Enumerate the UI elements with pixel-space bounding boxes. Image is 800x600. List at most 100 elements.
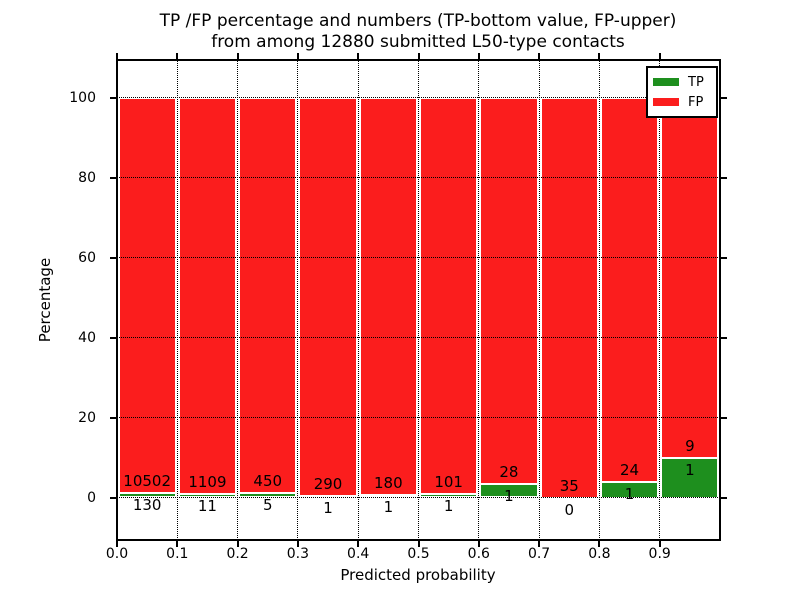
vertical-gridline — [357, 60, 359, 540]
legend-item-tp: TP — [653, 72, 711, 92]
legend-item-fp: FP — [653, 92, 711, 112]
x-tick-mark — [538, 53, 541, 60]
vertical-gridline — [478, 60, 480, 540]
bar-label-tp: 1 — [504, 486, 514, 505]
bar-label-tp: 1 — [685, 460, 695, 479]
horizontal-gridline — [117, 417, 720, 418]
x-tick-label: 0.5 — [407, 546, 430, 562]
y-tick-mark — [110, 96, 117, 99]
horizontal-gridline — [117, 97, 720, 98]
x-tick-label: 0.3 — [286, 546, 310, 562]
bar-segment-tp — [480, 483, 538, 498]
bar-segment-tp — [420, 493, 478, 498]
bar-label-tp: 11 — [197, 496, 217, 515]
chart-title: TP /FP percentage and numbers (TP-bottom… — [160, 11, 677, 53]
y-tick-label: 100 — [69, 89, 96, 106]
x-tick-label: 0.7 — [527, 546, 551, 562]
bar-label-fp: 450 — [253, 472, 283, 491]
vertical-gridline — [297, 60, 299, 540]
x-tick-mark — [477, 540, 480, 547]
bar-label-fp: 180 — [374, 474, 403, 493]
y-tick-mark — [720, 96, 727, 99]
bar-segment-fp — [661, 97, 719, 458]
x-axis-label: Predicted probability — [340, 566, 496, 584]
bar-segment-fp — [540, 97, 598, 498]
vertical-gridline — [598, 60, 600, 540]
x-tick-label: 0.9 — [648, 546, 671, 562]
x-tick-label: 0.6 — [467, 546, 490, 562]
bar-segment-fp — [178, 97, 237, 494]
vertical-gridline — [538, 60, 540, 540]
vertical-gridline — [237, 60, 239, 540]
bar-label-tp: 0 — [564, 500, 575, 519]
y-tick-mark — [720, 496, 727, 499]
x-tick-label: 0.0 — [105, 546, 129, 562]
horizontal-gridline — [117, 497, 720, 498]
x-tick-label: 0.8 — [588, 546, 611, 562]
bar-label-tp: 1 — [383, 498, 394, 517]
chart-title-line1: TP /FP percentage and numbers (TP-bottom… — [159, 11, 677, 31]
bar-segment-fp — [239, 97, 297, 494]
legend-label-tp: TP — [688, 74, 704, 90]
bar-label-fp: 35 — [559, 476, 579, 495]
y-tick-label: 20 — [78, 409, 96, 426]
bar-label-fp: 9 — [685, 436, 695, 455]
x-tick-mark — [357, 53, 360, 60]
bar-label-tp: 1 — [624, 484, 635, 503]
x-tick-mark — [236, 53, 239, 60]
bar-label-tp: 1 — [443, 496, 454, 515]
y-tick-mark — [110, 256, 117, 259]
bar-label-fp: 24 — [619, 460, 640, 479]
bar-segment-tp — [359, 495, 417, 498]
x-tick-mark — [176, 53, 179, 60]
x-tick-label: 0.2 — [226, 546, 249, 562]
bar-segment-tp — [239, 493, 297, 498]
y-tick-mark — [720, 416, 727, 419]
y-tick-mark — [110, 416, 117, 419]
x-tick-mark — [236, 540, 239, 547]
bar-segment-tp — [178, 493, 237, 498]
y-tick-label: 40 — [78, 329, 96, 346]
y-tick-label: 0 — [87, 489, 96, 506]
horizontal-gridline — [117, 257, 720, 258]
x-tick-mark — [658, 540, 661, 547]
bar-segment-fp — [359, 97, 417, 496]
x-tick-mark — [296, 53, 299, 60]
x-tick-label: 0.4 — [347, 546, 370, 562]
y-tick-mark — [720, 176, 727, 179]
x-tick-mark — [598, 540, 601, 547]
vertical-gridline — [659, 60, 661, 540]
x-tick-mark — [116, 53, 118, 60]
y-tick-mark — [110, 176, 117, 179]
x-tick-mark — [116, 540, 118, 547]
y-tick-mark — [110, 336, 117, 339]
bar-label-fp: 28 — [499, 462, 519, 481]
bar-segment-fp — [600, 97, 659, 482]
y-tick-label: 80 — [78, 169, 96, 186]
x-tick-mark — [296, 540, 299, 547]
x-tick-mark — [598, 53, 601, 60]
y-tick-mark — [110, 496, 117, 499]
x-tick-mark — [417, 53, 420, 60]
fp-legend-swatch — [653, 98, 679, 106]
tp-legend-swatch — [653, 78, 679, 86]
bar-label-tp: 1 — [323, 499, 333, 518]
bar-label-fp: 10502 — [123, 471, 171, 490]
y-tick-mark — [720, 256, 727, 259]
x-tick-mark — [658, 53, 661, 60]
y-tick-label: 60 — [78, 249, 96, 266]
horizontal-gridline — [117, 337, 720, 338]
horizontal-gridline — [117, 177, 720, 178]
bar-label-tp: 5 — [262, 496, 273, 515]
chart-title-line2: from among 12880 submitted L50-type cont… — [211, 32, 625, 52]
bar-label-fp: 101 — [434, 472, 463, 491]
bar-segment-tp — [118, 492, 176, 498]
x-tick-mark — [417, 540, 420, 547]
x-tick-mark — [538, 540, 541, 547]
bar-segment-fp — [420, 97, 478, 494]
bar-segment-fp — [118, 97, 176, 493]
y-tick-mark — [720, 336, 727, 339]
bar-segment-fp — [299, 97, 357, 497]
bar-label-tp: 130 — [132, 495, 162, 514]
